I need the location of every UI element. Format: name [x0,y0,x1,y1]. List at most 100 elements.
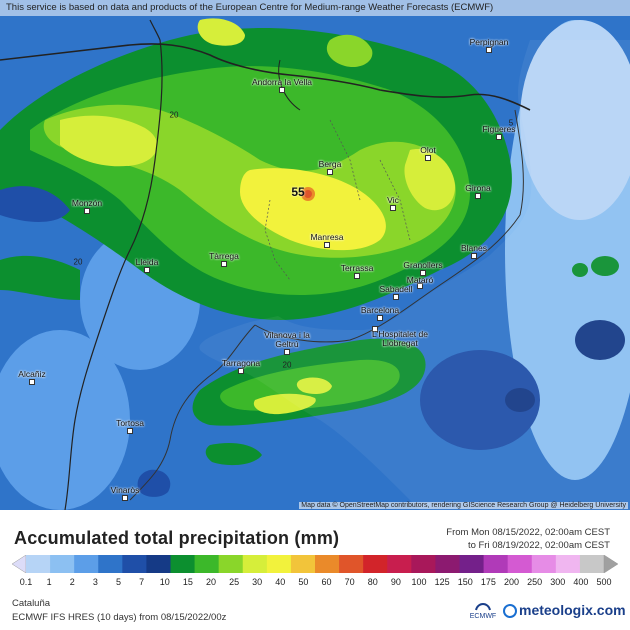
peak-value: 55 [291,185,305,199]
scale-tick-label: 60 [321,577,332,587]
city-label: Tarragona [221,358,261,368]
city-label: Lleida [135,257,159,267]
scale-swatch [363,555,388,573]
precipitation-map: This service is based on data and produc… [0,0,630,510]
city-dot [486,47,492,53]
scale-swatch [98,555,123,573]
model-prefix: ECMWF IFS HRES (10 days) from [12,612,159,623]
scale-tick-label: 500 [596,577,612,587]
city-dot [393,294,399,300]
scale-tick-label: 100 [411,577,427,587]
city-label: Vinaròs [110,485,140,495]
city-dot [390,205,396,211]
ecmwf-logo: ECMWF [464,600,502,620]
scale-swatch [483,555,509,573]
scale-swatch [579,555,605,573]
city-label: Barcelona [360,305,400,315]
city-dot [221,261,227,267]
scale-swatch [315,555,340,573]
city-dot [238,368,244,374]
city-label: L'Hospitalet de Llobregat [372,329,428,348]
city-dot [122,495,128,501]
contour-label: 5 [508,118,514,128]
city-dot [377,315,383,321]
scale-tick-label: 125 [434,577,450,587]
city-dot [279,87,285,93]
scale-tick-label: 20 [205,577,216,587]
scale-tick-label: 200 [504,577,520,587]
scale-swatch [339,555,364,573]
contour-label: 20 [169,110,179,120]
scale-swatch [50,555,75,573]
meteologix-icon [503,604,517,618]
city-label: Mataró [406,275,434,285]
forecast-period: From Mon 08/15/2022, 02:00am CEST to Fri… [446,526,610,552]
scale-tick-label: 7 [139,577,145,587]
city-label: Granollers [403,260,443,270]
scale-arrow-right [603,555,618,573]
scale-swatch [266,555,292,573]
scale-swatch [459,555,485,573]
city-dot [425,155,431,161]
scale-tick-label: 250 [527,577,543,587]
scale-tick-label: 400 [573,577,589,587]
scale-tick-label: 40 [275,577,286,587]
city-dot [354,273,360,279]
city-label: Terrassa [340,263,374,273]
city-dot [372,326,378,332]
color-scale-ticks: 0.1 1 2 3 5 7 10 15 20 25 30 40 50 60 70 80 90 100 125 150 1… [12,577,618,589]
contour-label: 20 [282,360,292,370]
scale-arrow-left [12,555,27,573]
city-label: Vic [387,195,399,205]
scale-swatch [122,555,147,573]
map-attribution: Map data © OpenStreetMap contributors, r… [299,502,628,509]
city-label: Manresa [310,232,344,242]
scale-tick-label: 50 [298,577,309,587]
scale-swatch [387,555,412,573]
city-dot [420,270,426,276]
city-label: Tortosa [116,418,144,428]
ecmwf-logo-text: ECMWF [469,613,497,620]
meteologix-logo[interactable]: meteologix.com [503,602,626,618]
city-dot [475,193,481,199]
region-name: Cataluña [12,598,51,609]
color-scale-bar [12,555,618,573]
city-label: Berga [318,159,342,169]
scale-tick-label: 25 [229,577,240,587]
scale-tick-label: 150 [457,577,473,587]
city-label: Blanes [461,243,487,253]
scale-tick-label: 30 [252,577,263,587]
scale-tick-label: 2 [69,577,75,587]
city-label: Sabadell [379,284,413,294]
scale-swatch [146,555,171,573]
scale-tick-label: 10 [159,577,170,587]
scale-swatch [555,555,581,573]
city-dot [324,242,330,248]
city-dot [284,349,290,355]
city-dot [127,428,133,434]
brand-name: meteologix.com [519,602,626,618]
city-label: Vilanova i la Geltrú [264,330,310,349]
scale-swatch [26,555,51,573]
scale-swatch [531,555,557,573]
city-label: Tàrrega [209,251,239,261]
city-label: Perpignan [469,37,509,47]
city-dot [29,379,35,385]
city-label: Andorra la Vella [252,77,313,87]
city-dot [417,283,423,289]
scale-tick-label: 80 [367,577,378,587]
scale-tick-label: 70 [344,577,355,587]
scale-tick-label: 175 [480,577,496,587]
period-from: From Mon 08/15/2022, 02:00am CEST [446,527,610,538]
scale-tick-label: 3 [92,577,98,587]
scale-swatch [194,555,220,573]
legend-title: Accumulated total precipitation (mm) [14,528,340,548]
city-label: Figueres [482,124,516,134]
scale-swatch [290,555,316,573]
city-dot [496,134,502,140]
scale-swatch [218,555,244,573]
scale-swatch [74,555,99,573]
city-label: Olot [420,145,436,155]
precip-field [0,18,630,510]
contour-label: 20 [73,257,83,267]
